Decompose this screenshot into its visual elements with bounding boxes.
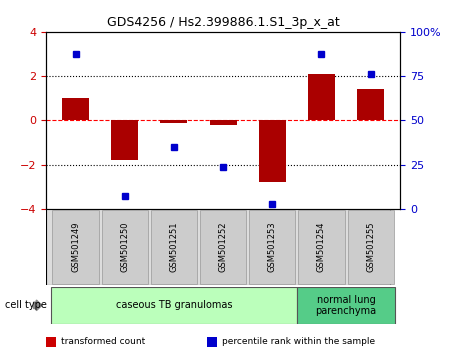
Text: GSM501252: GSM501252 <box>218 222 227 272</box>
Text: normal lung
parenchyma: normal lung parenchyma <box>315 295 376 316</box>
Bar <box>249 210 295 284</box>
Bar <box>307 74 334 120</box>
Bar <box>52 210 98 284</box>
Bar <box>151 210 196 284</box>
Bar <box>356 89 383 120</box>
Text: transformed count: transformed count <box>61 337 145 346</box>
Text: GSM501250: GSM501250 <box>120 222 129 272</box>
Title: GDS4256 / Hs2.399886.1.S1_3p_x_at: GDS4256 / Hs2.399886.1.S1_3p_x_at <box>106 16 339 29</box>
Bar <box>258 120 285 182</box>
Text: caseous TB granulomas: caseous TB granulomas <box>115 300 232 310</box>
Text: GSM501249: GSM501249 <box>71 222 80 272</box>
Text: GSM501254: GSM501254 <box>316 222 325 272</box>
Bar <box>111 120 138 160</box>
Text: cell type: cell type <box>5 300 46 310</box>
Text: GSM501251: GSM501251 <box>169 222 178 272</box>
Bar <box>296 287 394 324</box>
Bar <box>62 98 89 120</box>
Bar <box>347 210 393 284</box>
Text: GSM501255: GSM501255 <box>365 222 375 272</box>
Bar <box>209 120 236 125</box>
Text: percentile rank within the sample: percentile rank within the sample <box>221 337 374 346</box>
Bar <box>160 120 187 122</box>
Bar <box>101 210 147 284</box>
Text: GSM501253: GSM501253 <box>267 222 276 272</box>
Bar <box>51 287 296 324</box>
Bar <box>298 210 344 284</box>
Bar <box>200 210 246 284</box>
